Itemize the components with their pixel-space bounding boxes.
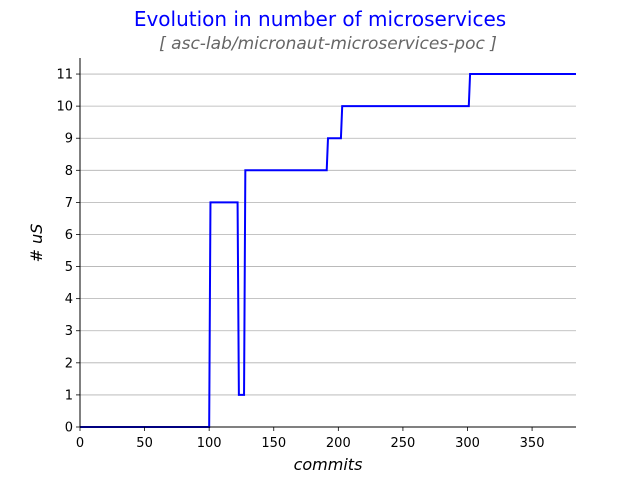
gridlines [80, 73, 576, 396]
series-line [80, 73, 576, 428]
x-tick-label: 50 [136, 436, 153, 451]
y-tick-label: 1 [65, 388, 73, 403]
x-tick-label: 350 [520, 436, 545, 451]
y-tick-label: 9 [65, 132, 73, 147]
y-axis-ticks: 0 1 2 3 4 5 6 7 8 9 10 11 [56, 68, 80, 436]
x-tick-label: 100 [197, 436, 222, 451]
series-layer [80, 73, 576, 428]
y-tick-label: 8 [65, 164, 73, 179]
x-tick-label: 300 [455, 436, 480, 451]
y-tick-label: 3 [65, 324, 73, 339]
chart-title: Evolution in number of microservices [134, 7, 506, 31]
y-tick-label: 10 [56, 100, 73, 115]
x-tick-label: 150 [261, 436, 286, 451]
x-tick-label: 200 [326, 436, 351, 451]
y-tick-label: 6 [65, 228, 73, 243]
x-axis-ticks: 0 50 100 150 200 250 300 350 [76, 427, 545, 451]
chart-subtitle: [ asc-lab/micronaut-microservices-poc ] [159, 34, 497, 54]
x-tick-label: 0 [76, 436, 84, 451]
x-tick-label: 250 [391, 436, 416, 451]
axes [79, 58, 576, 428]
y-tick-label: 7 [65, 196, 73, 211]
y-tick-label: 11 [56, 68, 73, 83]
y-tick-label: 2 [65, 356, 73, 371]
y-axis-label: # uS [27, 224, 46, 263]
y-tick-label: 0 [65, 421, 73, 436]
x-axis-label: commits [294, 455, 363, 474]
y-tick-label: 4 [65, 292, 73, 307]
y-tick-label: 5 [65, 260, 73, 275]
